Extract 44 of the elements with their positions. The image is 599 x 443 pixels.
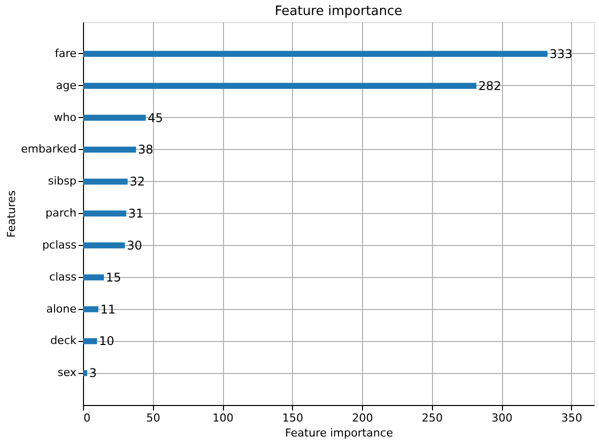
x-tick-label: 0 — [84, 412, 90, 424]
y-tick-label: class — [49, 270, 77, 284]
data-label: 3 — [89, 366, 97, 380]
x-tick-label: 50 — [146, 412, 160, 424]
y-tick-label: who — [54, 110, 77, 124]
bar — [83, 274, 104, 280]
bar — [83, 146, 136, 153]
y-tick-label: age — [56, 78, 77, 92]
data-label: 11 — [100, 302, 116, 316]
bar — [83, 242, 125, 248]
data-label: 15 — [106, 270, 122, 284]
x-tick-label: 150 — [282, 412, 304, 424]
bar — [83, 210, 126, 216]
data-label: 31 — [128, 206, 144, 220]
data-label: 333 — [550, 46, 572, 61]
bar — [83, 338, 97, 344]
data-label: 45 — [148, 110, 164, 125]
x-axis-title: Feature importance — [285, 426, 394, 440]
data-label: 32 — [130, 174, 145, 189]
y-tick-label: sibsp — [48, 174, 77, 188]
data-label: 30 — [126, 238, 142, 252]
y-tick-label: alone — [46, 302, 77, 316]
y-axis-title: Features — [5, 190, 18, 238]
x-tick-label: 100 — [212, 412, 234, 424]
x-tick-label: 350 — [561, 412, 582, 424]
y-tick-label: embarked — [21, 142, 76, 156]
y-tick-label: pclass — [42, 238, 77, 252]
data-label: 282 — [478, 78, 502, 93]
y-tick-label: sex — [58, 366, 77, 380]
y-tick-label: fare — [54, 46, 77, 60]
bar — [83, 306, 98, 312]
x-tick-label: 300 — [492, 412, 513, 424]
bar — [83, 50, 548, 57]
x-tick-label: 250 — [422, 412, 443, 424]
data-label: 38 — [138, 142, 154, 157]
chart-title: Feature importance — [274, 4, 402, 19]
y-tick-label: deck — [50, 334, 78, 348]
x-tick-label: 200 — [352, 412, 374, 424]
bar — [83, 82, 476, 89]
data-label: 10 — [98, 334, 114, 348]
bar — [83, 370, 88, 376]
y-tick-label: parch — [45, 206, 77, 220]
bar — [83, 114, 146, 121]
bar — [83, 178, 128, 185]
